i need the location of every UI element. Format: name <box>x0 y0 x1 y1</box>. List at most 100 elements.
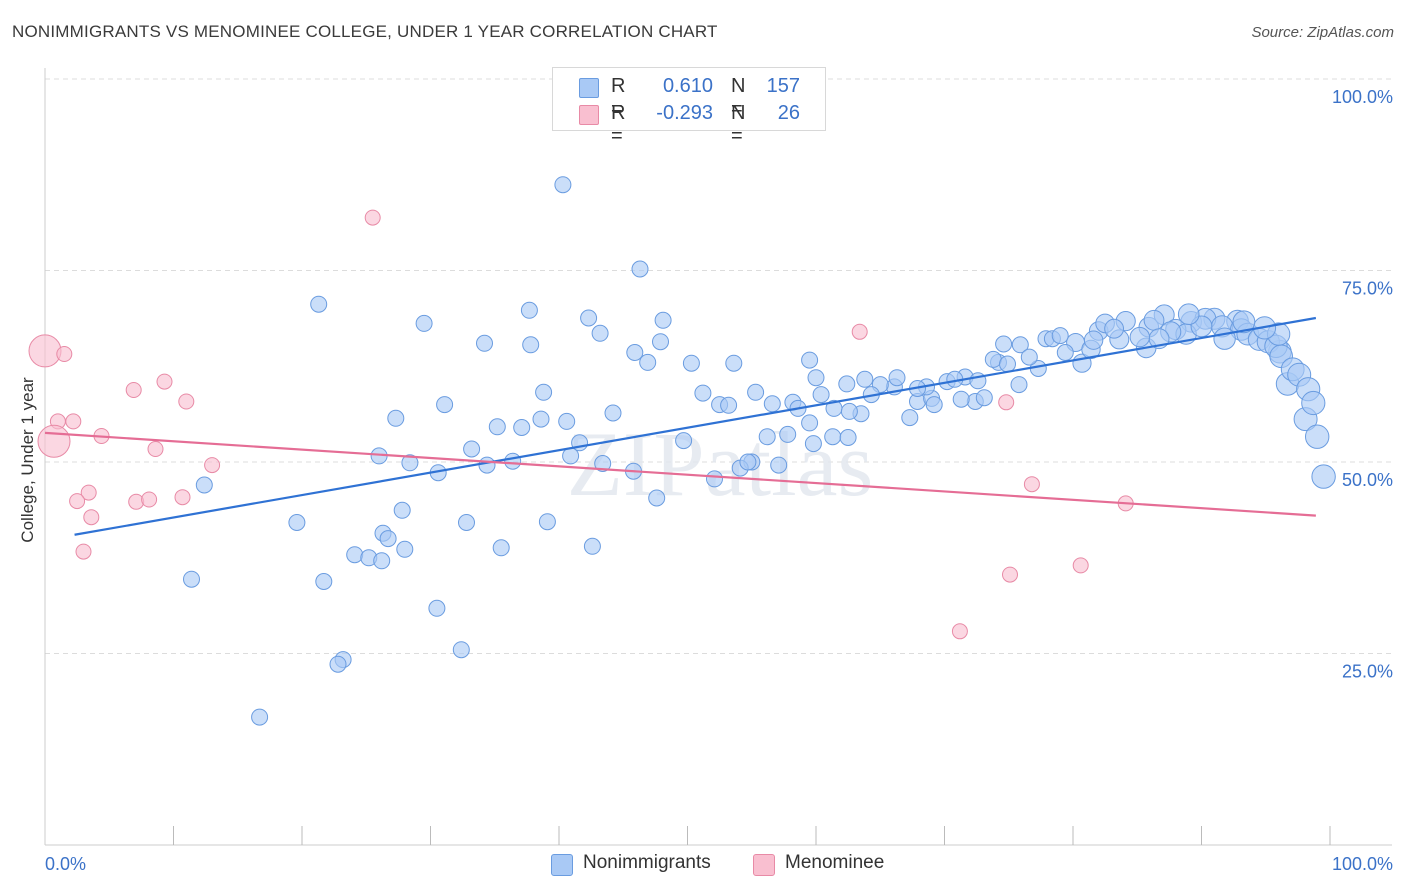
menominee-point <box>851 323 868 340</box>
bottom-legend-label: Nonimmigrants <box>583 852 711 873</box>
nonimmigrants-point <box>1177 303 1200 326</box>
y-axis-label: College, Under 1 year <box>18 377 37 543</box>
nonimmigrants-point <box>1104 318 1124 339</box>
nonimmigrants-point <box>747 383 765 401</box>
nonimmigrants-point <box>758 428 776 446</box>
nonimmigrants-point <box>648 489 666 507</box>
nonimmigrants-point <box>807 369 825 387</box>
nonimmigrants-point <box>476 334 493 352</box>
nonimmigrants-point <box>1051 327 1069 345</box>
nonimmigrants-point <box>594 455 612 472</box>
menominee-point <box>1002 566 1018 583</box>
nonimmigrants-point <box>1010 376 1028 394</box>
nonimmigrants-point <box>801 351 819 369</box>
bottom-legend-swatch-blue <box>551 854 573 876</box>
grid-lines <box>45 78 1392 654</box>
nonimmigrants-point <box>675 432 693 450</box>
y-tick-label: 50.0% <box>1342 470 1393 490</box>
nonimmigrants-point <box>288 514 306 531</box>
nonimmigrants-point <box>1232 310 1256 334</box>
nonimmigrants-point <box>591 324 609 342</box>
menominee-point <box>125 382 142 398</box>
nonimmigrants-point <box>183 570 200 588</box>
nonimmigrants-point <box>975 389 993 407</box>
menominee-point <box>364 209 381 226</box>
nonimmigrants-point <box>580 309 598 327</box>
menominee-point <box>56 346 73 362</box>
legend-swatch-blue <box>579 78 599 98</box>
nonimmigrants-point <box>801 414 819 432</box>
axes <box>44 68 1392 846</box>
nonimmigrants-point <box>694 384 712 402</box>
menominee-point <box>83 509 100 526</box>
nonimmigrants-point <box>195 476 213 494</box>
nonimmigrants-point <box>1020 348 1038 366</box>
menominee-point <box>178 393 195 410</box>
nonimmigrants-point <box>583 537 601 555</box>
nonimmigrants-point <box>458 514 475 531</box>
menominee-point <box>147 441 164 457</box>
nonimmigrants-point <box>779 425 797 443</box>
nonimmigrants-point <box>824 428 842 446</box>
legend-n-label: N = <box>731 75 746 120</box>
menominee-trend-line <box>44 431 1316 517</box>
chart-title: NONIMMIGRANTS VS MENOMINEE COLLEGE, UNDE… <box>12 22 718 41</box>
nonimmigrants-point <box>1129 326 1151 348</box>
nonimmigrants-point <box>770 456 788 474</box>
nonimmigrants-point <box>428 599 446 617</box>
nonimmigrants-point <box>1143 309 1165 331</box>
nonimmigrants-point <box>839 429 857 446</box>
nonimmigrants-point <box>626 344 644 361</box>
tick-labels: 25.0% 50.0% 75.0% 100.0% 0.0% 100.0% <box>45 87 1393 874</box>
stats-legend: R = 0.610 N = 157 R = -0.293 N = 26 <box>552 67 826 147</box>
nonimmigrants-point <box>856 370 874 388</box>
nonimmigrants-point <box>554 176 572 194</box>
menominee-point <box>174 489 191 506</box>
nonimmigrants-point <box>379 530 397 548</box>
menominee-point <box>65 413 82 430</box>
nonimmigrants-point <box>251 708 269 726</box>
x-tick-label: 100.0% <box>1332 854 1393 874</box>
nonimmigrants-point <box>952 390 970 408</box>
bottom-legend-swatch-pink <box>753 854 775 876</box>
nonimmigrants-point <box>1301 390 1326 416</box>
nonimmigrants-point <box>488 418 506 436</box>
nonimmigrants-point <box>631 260 649 278</box>
bottom-legend-label: Menominee <box>785 852 885 873</box>
nonimmigrants-point <box>1011 336 1029 354</box>
nonimmigrants-point <box>652 333 669 351</box>
nonimmigrants-point <box>310 295 328 313</box>
nonimmigrants-point <box>504 452 522 470</box>
nonimmigrants-point <box>604 404 622 422</box>
menominee-point <box>204 457 221 474</box>
trend-lines <box>44 316 1317 536</box>
nonimmigrants-point <box>838 375 856 393</box>
nonimmigrants-point <box>739 453 757 471</box>
y-tick-label: 25.0% <box>1342 662 1393 682</box>
legend-r-value: -0.293 <box>656 102 713 124</box>
menominee-point <box>75 543 92 560</box>
menominee-point <box>1072 557 1089 574</box>
nonimmigrants-point <box>387 409 405 427</box>
nonimmigrants-point <box>315 573 333 590</box>
nonimmigrants-point <box>535 383 553 401</box>
legend-r-label: R = <box>611 102 626 147</box>
nonimmigrants-point <box>995 335 1013 353</box>
nonimmigrants-point <box>720 396 738 414</box>
nonimmigrants-point <box>562 447 580 465</box>
nonimmigrants-trend-line <box>74 316 1317 536</box>
nonimmigrants-point <box>654 311 672 329</box>
nonimmigrants-point <box>522 336 540 354</box>
nonimmigrants-point <box>373 552 391 570</box>
nonimmigrants-point <box>452 641 470 659</box>
nonimmigrants-point <box>725 354 743 372</box>
menominee-point <box>951 623 968 640</box>
nonimmigrants-point <box>999 355 1016 373</box>
nonimmigrants-point <box>1305 424 1330 449</box>
nonimmigrants-point <box>840 402 858 420</box>
menominee-point <box>1023 476 1040 493</box>
menominee-point <box>141 491 158 508</box>
nonimmigrants-point <box>346 546 364 564</box>
menominee-point <box>80 484 97 501</box>
